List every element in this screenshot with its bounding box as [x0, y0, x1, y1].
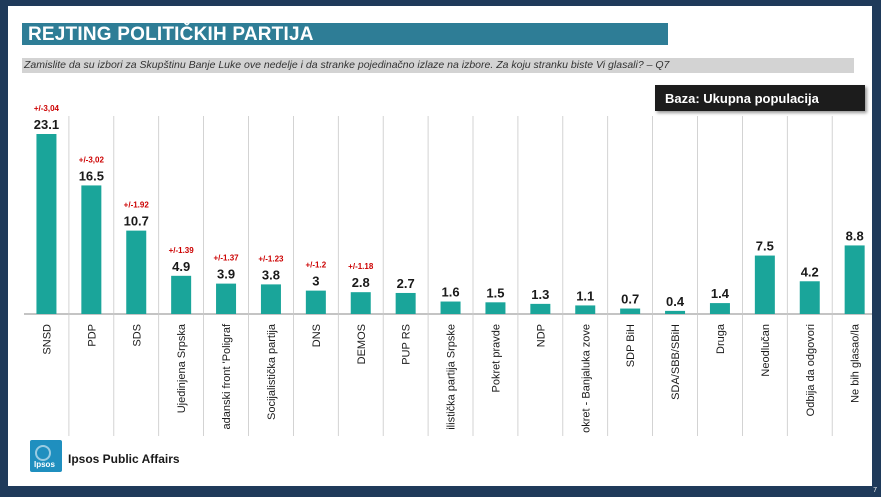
data-label: 16.5	[79, 168, 104, 183]
bar	[305, 290, 326, 314]
category-label: SDA/SBB/SBiH	[670, 324, 682, 400]
ipsos-logo: Ipsos	[30, 440, 62, 472]
bar	[575, 305, 596, 314]
category-label: DEMOS	[356, 324, 368, 364]
margin-of-error-label: +/-1.39	[169, 246, 195, 255]
data-label: 0.4	[666, 294, 685, 309]
data-label: 3	[312, 274, 319, 289]
category-label: Ne bih glasao/la	[850, 323, 862, 403]
category-label: DNS	[311, 324, 323, 347]
data-label: 8.8	[846, 228, 864, 243]
category-label: Druga	[715, 323, 727, 354]
category-label: PDP	[86, 324, 98, 347]
base-label: Baza: Ukupna populacija	[655, 85, 865, 111]
data-label: 1.5	[486, 285, 504, 300]
logo-mark-icon	[35, 445, 51, 461]
slide: REJTING POLITIČKIH PARTIJA Zamislite da …	[8, 6, 872, 486]
bar	[440, 301, 461, 314]
bar	[709, 303, 730, 314]
bar	[844, 245, 865, 314]
data-label: 23.1	[34, 117, 59, 132]
company-name: Ipsos Public Affairs	[68, 452, 180, 466]
margin-of-error-label: +/-3,02	[79, 155, 105, 164]
category-label: ilistička partija Srpske	[446, 324, 458, 430]
category-label: Neodlučan	[760, 324, 772, 377]
bar-chart: 23.1 +/-3,04 SNSD 16.5 +/-3,02 PDP 10.7 +/-1.92…	[24, 104, 872, 436]
bar	[530, 303, 551, 314]
bar	[620, 308, 641, 314]
title-bar: REJTING POLITIČKIH PARTIJA	[22, 23, 668, 45]
category-label: NDP	[535, 324, 547, 347]
category-label: okret - Banjaluka zove	[580, 324, 592, 433]
margin-of-error-label: +/-1.37	[213, 254, 239, 263]
category-label: Socijalistička partija	[266, 323, 278, 420]
margin-of-error-label: +/-1.2	[306, 261, 327, 270]
logo-text: Ipsos	[34, 460, 55, 469]
category-label: PUP RS	[401, 324, 413, 365]
data-label: 2.8	[352, 275, 370, 290]
page-number: 7	[873, 487, 877, 494]
data-label: 3.9	[217, 267, 235, 282]
category-label: Pokret pravde	[490, 324, 502, 392]
bar	[485, 302, 506, 314]
data-label: 0.7	[621, 292, 639, 307]
margin-of-error-label: +/-1.92	[124, 201, 150, 210]
category-label: Odbija da odgovori	[805, 324, 817, 416]
data-label: 7.5	[756, 239, 774, 254]
margin-of-error-label: +/-1.18	[348, 262, 374, 271]
data-label: 1.6	[442, 285, 460, 300]
bar	[754, 255, 775, 314]
data-label: 1.4	[711, 286, 730, 301]
bar	[350, 292, 371, 314]
question-bar: Zamislite da su izbori za Skupštinu Banj…	[22, 58, 854, 73]
data-label: 4.9	[172, 259, 190, 274]
bar	[81, 185, 102, 314]
category-label: SDP BiH	[625, 324, 637, 367]
bar	[216, 283, 237, 314]
bar	[395, 292, 416, 314]
bar	[260, 284, 281, 314]
data-label: 4.2	[801, 264, 819, 279]
bar	[36, 134, 57, 314]
data-label: 1.3	[531, 287, 549, 302]
data-label: 3.8	[262, 267, 280, 282]
category-label: Ujedinjena Srpska	[176, 323, 188, 413]
bar	[126, 230, 147, 314]
bar	[799, 281, 820, 314]
bar	[171, 275, 192, 314]
data-label: 1.1	[576, 288, 594, 303]
data-label: 2.7	[397, 276, 415, 291]
question-text: Zamislite da su izbori za Skupštinu Banj…	[24, 59, 670, 71]
page-title: REJTING POLITIČKIH PARTIJA	[28, 24, 314, 45]
category-label: adanski front 'Poligraf	[221, 323, 233, 429]
margin-of-error-label: +/-3,04	[34, 104, 60, 113]
bar	[665, 310, 686, 314]
category-label: SNSD	[41, 324, 53, 355]
data-label: 10.7	[124, 214, 149, 229]
category-label: SDS	[131, 324, 143, 347]
margin-of-error-label: +/-1.23	[258, 254, 284, 263]
